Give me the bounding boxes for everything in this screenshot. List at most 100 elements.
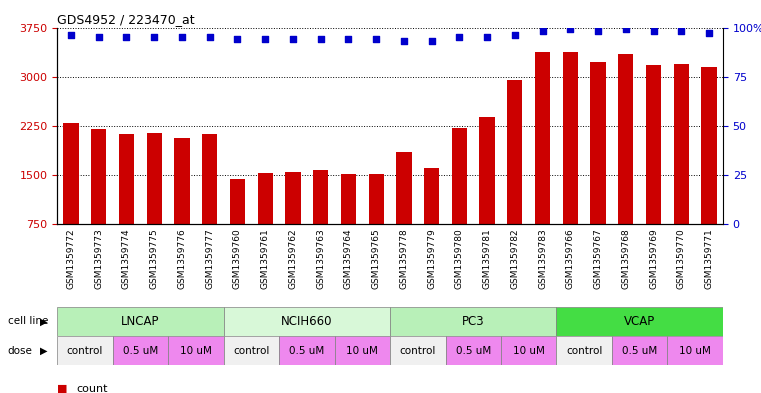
Text: dose: dose [8, 346, 33, 356]
Bar [396, 152, 412, 273]
Bar [230, 180, 245, 273]
Text: 0.5 uM: 0.5 uM [622, 346, 658, 356]
Text: GSM1359761: GSM1359761 [261, 228, 269, 289]
Point [148, 34, 161, 40]
Text: GSM1359775: GSM1359775 [150, 228, 159, 289]
Text: GDS4952 / 223470_at: GDS4952 / 223470_at [57, 13, 195, 26]
Bar [279, 336, 335, 365]
Text: 10 uM: 10 uM [680, 346, 711, 356]
Bar [57, 307, 224, 336]
Bar [224, 336, 279, 365]
Bar [257, 173, 272, 273]
Bar [113, 336, 168, 365]
Bar [313, 170, 328, 273]
Bar [646, 65, 661, 273]
Text: 0.5 uM: 0.5 uM [456, 346, 491, 356]
Bar [390, 307, 556, 336]
Point [425, 38, 438, 44]
Text: GSM1359774: GSM1359774 [122, 228, 131, 289]
Point [675, 28, 687, 35]
Point [398, 38, 410, 44]
Point [231, 36, 244, 42]
Text: GSM1359760: GSM1359760 [233, 228, 242, 289]
Bar [119, 134, 134, 273]
Point [259, 36, 271, 42]
Bar [335, 336, 390, 365]
Text: GSM1359782: GSM1359782 [511, 228, 519, 289]
Text: GSM1359765: GSM1359765 [371, 228, 380, 289]
Text: GSM1359769: GSM1359769 [649, 228, 658, 289]
Text: GSM1359776: GSM1359776 [177, 228, 186, 289]
Text: VCAP: VCAP [624, 315, 655, 328]
Text: PC3: PC3 [462, 315, 485, 328]
Bar [501, 336, 556, 365]
Text: LNCAP: LNCAP [121, 315, 160, 328]
Text: GSM1359777: GSM1359777 [205, 228, 214, 289]
Text: GSM1359779: GSM1359779 [427, 228, 436, 289]
Text: GSM1359771: GSM1359771 [705, 228, 714, 289]
Point [176, 34, 188, 40]
Bar [556, 307, 723, 336]
Text: GSM1359783: GSM1359783 [538, 228, 547, 289]
Text: control: control [566, 346, 603, 356]
Point [370, 36, 382, 42]
Text: GSM1359767: GSM1359767 [594, 228, 603, 289]
Point [204, 34, 216, 40]
Bar [702, 68, 717, 273]
Bar [174, 138, 189, 273]
Bar [479, 117, 495, 273]
Bar [285, 172, 301, 273]
Bar [535, 52, 550, 273]
Text: GSM1359780: GSM1359780 [455, 228, 464, 289]
Text: ▶: ▶ [40, 346, 48, 356]
Text: GSM1359772: GSM1359772 [66, 228, 75, 289]
Text: cell line: cell line [8, 316, 48, 326]
Point [564, 26, 576, 33]
Bar [618, 54, 633, 273]
Bar [147, 133, 162, 273]
Text: GSM1359781: GSM1359781 [482, 228, 492, 289]
Text: count: count [76, 384, 107, 393]
Bar [556, 336, 612, 365]
Text: GSM1359768: GSM1359768 [621, 228, 630, 289]
Bar [224, 307, 390, 336]
Point [342, 36, 355, 42]
Bar [445, 336, 501, 365]
Text: control: control [400, 346, 436, 356]
Bar [612, 336, 667, 365]
Text: 0.5 uM: 0.5 uM [289, 346, 324, 356]
Bar [562, 52, 578, 273]
Text: NCIH660: NCIH660 [281, 315, 333, 328]
Text: GSM1359766: GSM1359766 [566, 228, 575, 289]
Text: GSM1359764: GSM1359764 [344, 228, 353, 289]
Point [65, 32, 77, 39]
Text: control: control [233, 346, 269, 356]
Text: 10 uM: 10 uM [513, 346, 545, 356]
Bar [390, 336, 445, 365]
Text: 10 uM: 10 uM [180, 346, 212, 356]
Point [454, 34, 466, 40]
Point [509, 32, 521, 39]
Bar [452, 128, 467, 273]
Text: ▶: ▶ [40, 316, 48, 326]
Bar [667, 336, 723, 365]
Bar [91, 129, 107, 273]
Text: ■: ■ [57, 384, 68, 393]
Point [592, 28, 604, 35]
Bar [591, 62, 606, 273]
Text: GSM1359763: GSM1359763 [316, 228, 325, 289]
Bar [202, 134, 218, 273]
Point [120, 34, 132, 40]
Text: GSM1359770: GSM1359770 [677, 228, 686, 289]
Text: control: control [67, 346, 103, 356]
Point [537, 28, 549, 35]
Point [703, 30, 715, 37]
Point [287, 36, 299, 42]
Point [619, 26, 632, 33]
Bar [63, 123, 78, 273]
Bar [168, 336, 224, 365]
Point [648, 28, 660, 35]
Point [314, 36, 326, 42]
Bar [57, 336, 113, 365]
Text: 10 uM: 10 uM [346, 346, 378, 356]
